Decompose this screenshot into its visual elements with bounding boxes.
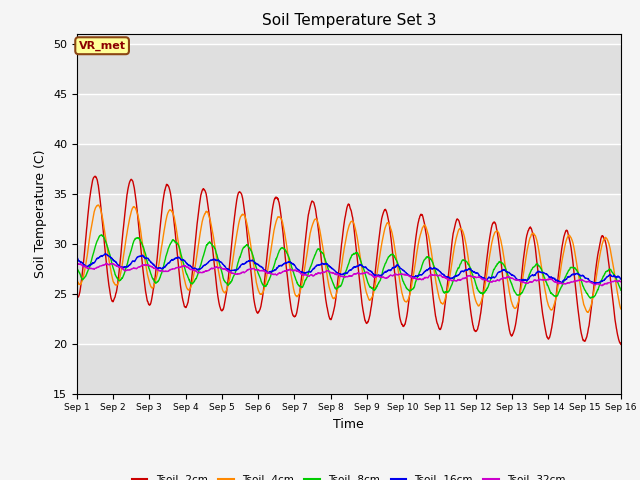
Tsoil -2cm xyxy=(135,228,143,233)
Tsoil -16cm xyxy=(101,251,109,256)
Tsoil -2cm xyxy=(282,257,289,263)
Bar xyxy=(77,243,621,294)
Tsoil -2cm xyxy=(617,341,625,347)
Tsoil -32cm xyxy=(73,260,81,266)
Tsoil -2cm xyxy=(73,294,81,300)
Tsoil -8cm xyxy=(282,248,289,253)
Tsoil -4cm xyxy=(305,237,313,242)
Tsoil -4cm xyxy=(282,236,289,242)
Y-axis label: Soil Temperature (C): Soil Temperature (C) xyxy=(35,149,47,278)
Line: Tsoil -16cm: Tsoil -16cm xyxy=(77,253,621,284)
Tsoil -16cm xyxy=(282,260,289,266)
Tsoil -8cm xyxy=(73,264,81,270)
Line: Tsoil -2cm: Tsoil -2cm xyxy=(77,176,621,344)
Tsoil -4cm xyxy=(168,208,175,214)
Tsoil -16cm xyxy=(135,253,143,259)
Tsoil -4cm xyxy=(94,202,102,208)
Tsoil -8cm xyxy=(548,290,556,296)
Tsoil -32cm xyxy=(282,268,289,274)
Tsoil -2cm xyxy=(607,275,614,280)
Tsoil -8cm xyxy=(168,240,175,245)
Tsoil -16cm xyxy=(73,255,81,261)
Tsoil -32cm xyxy=(167,266,175,272)
Tsoil -8cm xyxy=(617,288,625,293)
Tsoil -8cm xyxy=(305,267,313,273)
Tsoil -16cm xyxy=(607,272,614,278)
Bar xyxy=(77,344,621,394)
Line: Tsoil -8cm: Tsoil -8cm xyxy=(77,235,621,298)
Tsoil -16cm xyxy=(305,269,313,275)
Tsoil -32cm xyxy=(598,283,606,288)
Tsoil -8cm xyxy=(607,266,614,272)
Tsoil -32cm xyxy=(305,273,313,279)
Tsoil -4cm xyxy=(584,310,592,315)
Text: VR_met: VR_met xyxy=(79,41,125,51)
X-axis label: Time: Time xyxy=(333,418,364,431)
Tsoil -16cm xyxy=(617,276,625,282)
Tsoil -4cm xyxy=(548,307,556,312)
Bar xyxy=(77,144,621,193)
Line: Tsoil -4cm: Tsoil -4cm xyxy=(77,205,621,312)
Tsoil -8cm xyxy=(98,232,106,238)
Tsoil -2cm xyxy=(168,196,175,202)
Tsoil -16cm xyxy=(168,257,175,263)
Tsoil -4cm xyxy=(73,276,81,282)
Tsoil -32cm xyxy=(607,280,614,286)
Tsoil -16cm xyxy=(548,275,556,280)
Bar xyxy=(77,44,621,94)
Tsoil -16cm xyxy=(591,281,598,287)
Tsoil -2cm xyxy=(92,173,99,179)
Tsoil -8cm xyxy=(135,235,143,241)
Tsoil -4cm xyxy=(607,248,614,253)
Tsoil -2cm xyxy=(305,208,313,214)
Line: Tsoil -32cm: Tsoil -32cm xyxy=(77,263,621,286)
Tsoil -4cm xyxy=(135,218,143,224)
Tsoil -4cm xyxy=(617,306,625,312)
Tsoil -32cm xyxy=(617,279,625,285)
Legend: Tsoil -2cm, Tsoil -4cm, Tsoil -8cm, Tsoil -16cm, Tsoil -32cm: Tsoil -2cm, Tsoil -4cm, Tsoil -8cm, Tsoi… xyxy=(127,471,570,480)
Tsoil -2cm xyxy=(548,325,556,331)
Tsoil -32cm xyxy=(135,264,143,270)
Tsoil -32cm xyxy=(548,276,556,282)
Tsoil -8cm xyxy=(586,295,594,301)
Title: Soil Temperature Set 3: Soil Temperature Set 3 xyxy=(262,13,436,28)
